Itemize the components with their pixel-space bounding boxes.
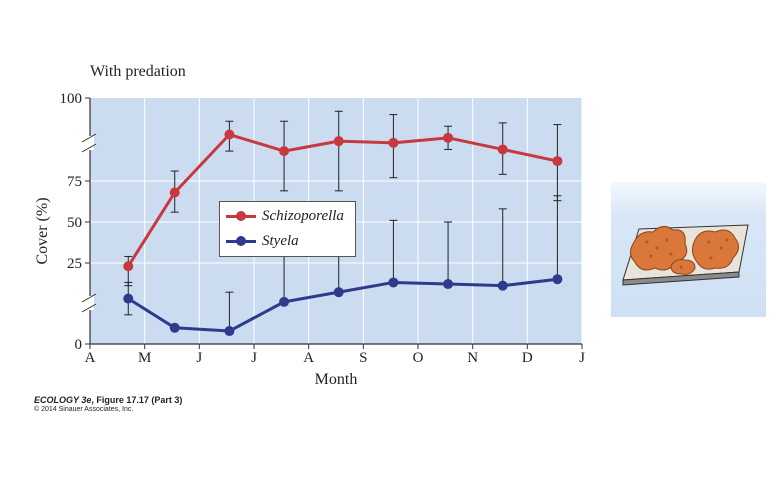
data-point-schizoporella bbox=[169, 187, 180, 198]
x-tick-label: J bbox=[196, 350, 202, 366]
data-point-schizoporella bbox=[552, 156, 563, 167]
legend-item-schizoporella: Schizoporella bbox=[226, 206, 344, 226]
data-point-styela bbox=[169, 322, 180, 333]
data-point-styela bbox=[123, 293, 134, 304]
data-point-styela bbox=[552, 274, 563, 285]
y-tick-label: 0 bbox=[75, 337, 83, 353]
data-point-styela bbox=[388, 277, 399, 288]
y-axis-label: Cover (%) bbox=[34, 197, 51, 264]
legend-swatch-schizoporella bbox=[226, 209, 256, 223]
y-tick-label: 25 bbox=[67, 256, 82, 272]
data-point-schizoporella bbox=[443, 132, 454, 143]
x-tick-label: A bbox=[303, 350, 314, 366]
organism-illustration-panel bbox=[611, 182, 766, 317]
book-title: ECOLOGY 3e bbox=[34, 395, 92, 405]
y-tick-label: 50 bbox=[67, 215, 82, 231]
x-tick-label: J bbox=[251, 350, 257, 366]
data-point-styela bbox=[443, 279, 454, 290]
axis-break-mark bbox=[81, 133, 97, 143]
figure-credit: ECOLOGY 3e, Figure 17.17 (Part 3) © 2014… bbox=[34, 395, 182, 413]
x-tick-label: M bbox=[138, 350, 151, 366]
colonial-organism-tile-icon bbox=[622, 224, 749, 286]
data-point-styela bbox=[497, 280, 508, 291]
data-point-styela bbox=[224, 326, 235, 337]
axis-break-mark bbox=[81, 303, 97, 313]
legend: Schizoporella Styela bbox=[219, 201, 356, 257]
figure-caption: ECOLOGY 3e, Figure 17.17 (Part 3) bbox=[34, 395, 182, 405]
axis-break-mark bbox=[81, 293, 97, 303]
axis-break-mark bbox=[81, 143, 97, 153]
x-axis-label: Month bbox=[315, 371, 358, 388]
panel-title: With predation bbox=[90, 63, 186, 80]
y-tick-label: 100 bbox=[60, 91, 83, 107]
data-point-styela bbox=[279, 296, 290, 307]
x-tick-label: A bbox=[85, 350, 96, 366]
x-tick-label: O bbox=[413, 350, 424, 366]
data-point-schizoporella bbox=[123, 261, 134, 272]
y-tick-label: 75 bbox=[67, 174, 82, 190]
data-point-schizoporella bbox=[279, 146, 290, 157]
data-point-schizoporella bbox=[224, 129, 235, 140]
copyright-notice: © 2014 Sinauer Associates, Inc. bbox=[34, 406, 134, 413]
x-tick-label: J bbox=[579, 350, 585, 366]
legend-swatch-styela bbox=[226, 234, 256, 248]
data-point-schizoporella bbox=[388, 137, 399, 148]
x-tick-label: D bbox=[522, 350, 533, 366]
data-point-styela bbox=[333, 287, 344, 298]
x-tick-label: N bbox=[467, 350, 478, 366]
figure-number: , Figure 17.17 (Part 3) bbox=[91, 395, 183, 405]
data-point-schizoporella bbox=[333, 136, 344, 147]
x-tick-label: S bbox=[359, 350, 367, 366]
data-point-schizoporella bbox=[497, 144, 508, 155]
legend-label-styela: Styela bbox=[262, 232, 299, 249]
legend-label-schizoporella: Schizoporella bbox=[262, 207, 344, 224]
legend-item-styela: Styela bbox=[226, 231, 299, 251]
